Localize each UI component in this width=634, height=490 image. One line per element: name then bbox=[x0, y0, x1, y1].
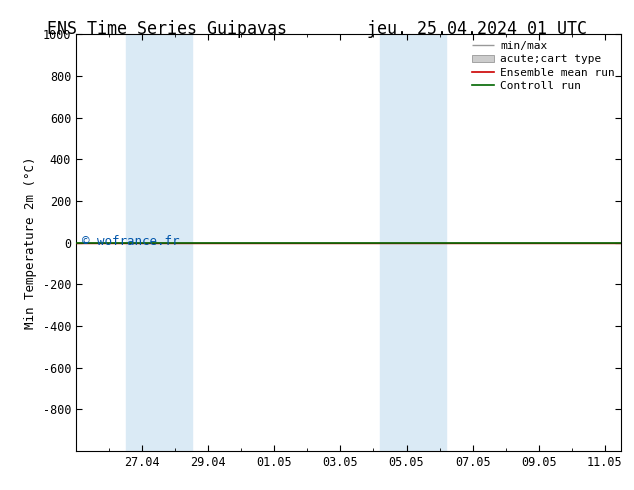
Text: ENS Time Series Guipavas        jeu. 25.04.2024 01 UTC: ENS Time Series Guipavas jeu. 25.04.2024… bbox=[47, 20, 587, 38]
Legend: min/max, acute;cart type, Ensemble mean run, Controll run: min/max, acute;cart type, Ensemble mean … bbox=[468, 37, 619, 96]
Text: © wofrance.fr: © wofrance.fr bbox=[82, 235, 179, 247]
Y-axis label: Min Temperature 2m (°C): Min Temperature 2m (°C) bbox=[24, 156, 37, 329]
Bar bbox=[126, 34, 191, 451]
Bar bbox=[380, 34, 446, 451]
